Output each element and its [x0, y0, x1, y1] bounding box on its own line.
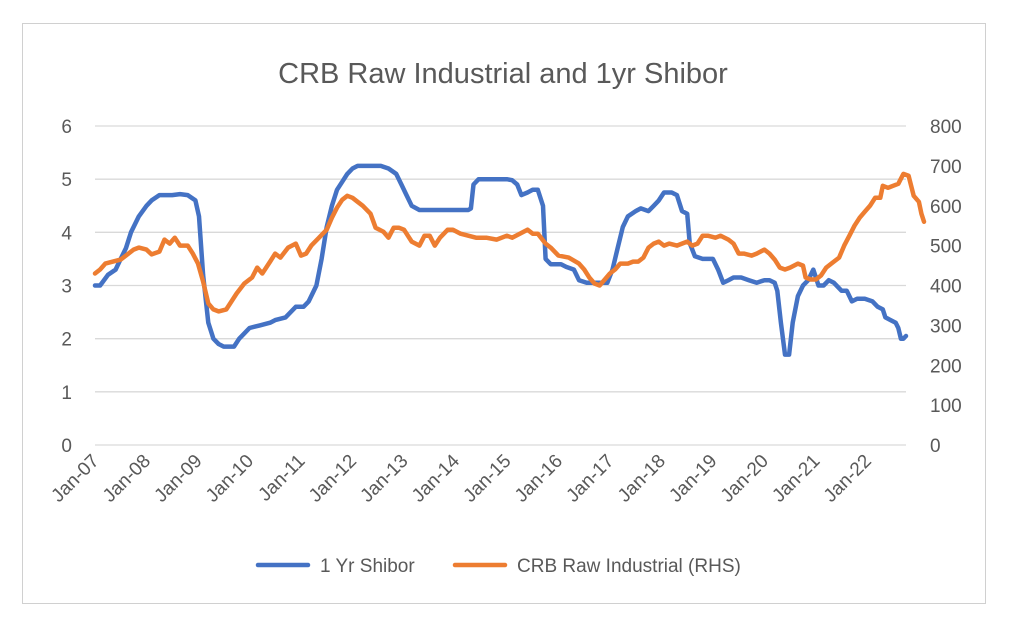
- x-axis-ticks: Jan-07Jan-08Jan-09Jan-10Jan-11Jan-12Jan-…: [48, 450, 876, 506]
- right-tick-label: 400: [930, 277, 962, 298]
- right-tick-label: 600: [930, 197, 962, 218]
- right-axis-ticks: 0 100 200 300 400 500 600 700 800: [930, 117, 962, 457]
- x-tick-label: Jan-07: [48, 451, 104, 507]
- x-tick-label: Jan-22: [820, 451, 876, 507]
- x-tick-label: Jan-16: [511, 451, 567, 507]
- legend: 1 Yr Shibor CRB Raw Industrial (RHS): [255, 556, 741, 577]
- x-tick-label: Jan-13: [357, 451, 413, 507]
- legend-label: CRB Raw Industrial (RHS): [517, 556, 741, 577]
- x-tick-label: Jan-17: [563, 451, 619, 507]
- right-tick-label: 800: [930, 117, 962, 138]
- x-tick-label: Jan-19: [666, 451, 722, 507]
- left-axis-ticks: 0 1 2 3 4 5 6: [61, 117, 72, 457]
- x-tick-label: Jan-11: [255, 451, 310, 506]
- left-tick-label: 1: [61, 383, 72, 404]
- chart-title: CRB Raw Industrial and 1yr Shibor: [278, 58, 728, 90]
- x-tick-label: Jan-18: [614, 451, 670, 507]
- series-layer: [92, 163, 927, 357]
- x-tick-label: Jan-14: [408, 450, 464, 506]
- left-tick-label: 4: [61, 223, 72, 244]
- left-tick-label: 5: [61, 170, 72, 191]
- right-tick-label: 200: [930, 356, 962, 377]
- legend-label: 1 Yr Shibor: [320, 556, 415, 577]
- left-tick-label: 2: [61, 330, 72, 351]
- x-tick-label: Jan-12: [305, 451, 361, 507]
- x-tick-label: Jan-08: [99, 451, 155, 507]
- series-line-crb: [92, 171, 927, 314]
- right-tick-label: 700: [930, 157, 962, 178]
- left-tick-label: 6: [61, 117, 72, 138]
- chart-frame: [22, 23, 986, 604]
- right-tick-label: 0: [930, 436, 941, 457]
- left-tick-label: 3: [61, 277, 72, 298]
- x-tick-label: Jan-09: [151, 451, 207, 507]
- x-tick-label: Jan-10: [202, 451, 258, 507]
- x-tick-label: Jan-15: [460, 451, 516, 507]
- right-tick-label: 100: [930, 396, 962, 417]
- x-tick-label: Jan-21: [768, 451, 824, 507]
- right-tick-label: 500: [930, 237, 962, 258]
- gridlines: [95, 125, 906, 446]
- series-line-shibor: [92, 163, 909, 357]
- x-tick-label: Jan-20: [717, 451, 773, 507]
- right-tick-label: 300: [930, 316, 962, 337]
- left-tick-label: 0: [61, 436, 72, 457]
